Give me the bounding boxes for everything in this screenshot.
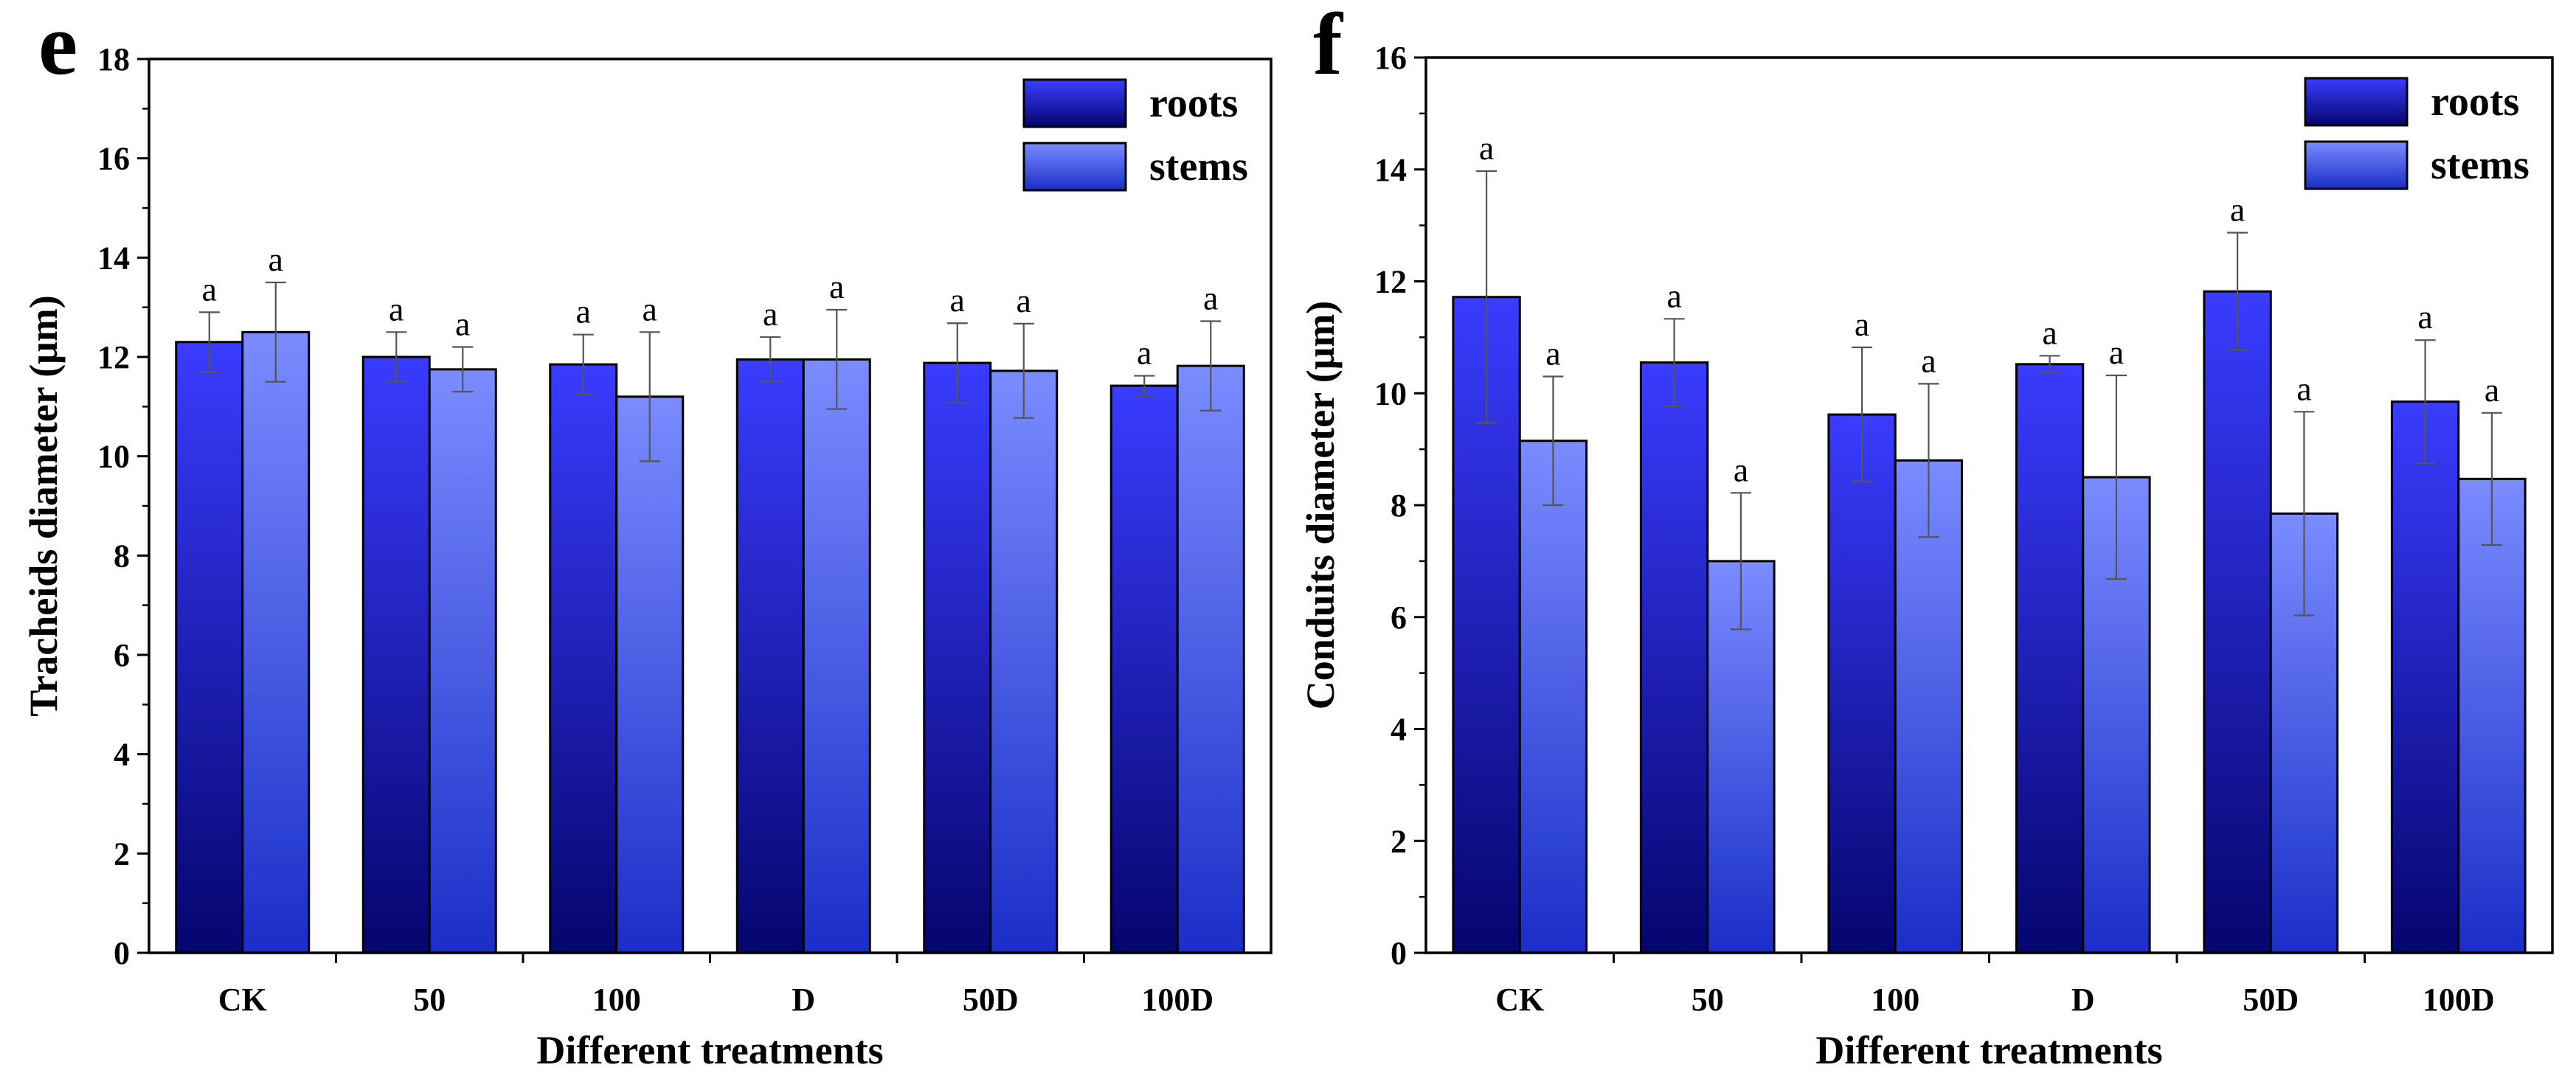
significance-label-roots-50: a [389,290,404,327]
y-tick-label: 0 [1391,935,1407,971]
legend: roots stems [2304,77,2530,190]
x-tick-label: D [2071,982,2095,1018]
x-tick-label: 100D [1141,982,1213,1018]
legend-label-roots: roots [1149,80,1238,126]
significance-label-roots-100D: a [2417,298,2432,336]
bar-roots-50 [1639,361,1709,954]
bar-stems-D [802,358,871,954]
significance-label-stems-CK: a [1545,334,1560,372]
legend-swatch-roots [2304,77,2409,127]
y-tick-label: 8 [1391,487,1407,524]
x-axis-title: Different treatments [536,1028,883,1072]
x-tick-label: 100 [592,982,641,1018]
significance-label-stems-50: a [455,305,470,343]
x-tick-label: D [792,982,815,1018]
panel-label: f [1313,0,1344,93]
legend-swatch-roots [1022,78,1127,128]
x-tick-label: CK [1495,982,1544,1018]
y-tick-label: 16 [97,141,130,177]
significance-label-stems-100D: a [2485,371,2499,409]
bar-roots-100 [1827,413,1897,954]
y-tick-label: 6 [114,637,130,673]
significance-label-stems-D: a [829,268,844,305]
y-tick-label: 16 [1374,40,1407,76]
bar-stems-100D [2457,477,2527,954]
significance-label-roots-100: a [1855,305,1869,343]
significance-label-roots-100D: a [1137,334,1152,372]
bar-stems-100 [615,395,685,954]
x-tick-label: 100 [1871,982,1919,1018]
bar-roots-D [735,358,805,954]
bar-roots-50D [2203,290,2272,954]
significance-label-roots-100: a [576,293,591,330]
significance-label-stems-100D: a [1203,280,1218,317]
bar-roots-100 [549,363,618,954]
bar-stems-50D [989,369,1059,954]
y-tick-label: 12 [1374,264,1407,300]
x-tick-label: 50 [1692,982,1724,1018]
significance-label-roots-50D: a [950,281,965,319]
y-tick-label: 18 [97,41,130,77]
significance-label-roots-50D: a [2230,190,2245,228]
bar-roots-50 [361,355,431,954]
y-tick-label: 14 [97,240,130,276]
significance-label-stems-100: a [1921,341,1936,379]
significance-label-roots-50: a [1666,277,1681,314]
y-tick-label: 4 [114,737,130,773]
legend: roots stems [1022,78,1248,192]
panel-label: e [38,0,77,93]
significance-label-stems-D: a [2109,333,2124,371]
bar-stems-CK [241,330,311,954]
chart-panel-e: a a CK a a 50 a a 100 a a Da a 50D a a 100D 0 2 4 6 8 10 12 14 16… [21,0,1273,1072]
bar-roots-CK [175,341,244,954]
significance-label-roots-CK: a [1479,129,1494,167]
bar-stems-50 [428,368,497,954]
x-tick-label: CK [218,982,267,1018]
bar-roots-100D [2390,400,2460,954]
significance-label-roots-D: a [763,295,778,333]
legend-swatch-stems [1022,142,1127,192]
y-tick-label: 2 [1391,823,1407,859]
significance-label-stems-CK: a [269,240,283,278]
y-tick-label: 6 [1391,600,1407,636]
legend-swatch-stems [2304,140,2409,190]
y-tick-label: 4 [1391,712,1407,748]
legend-label-stems: stems [2431,142,2530,188]
significance-label-stems-50D: a [2296,369,2311,407]
plot-frame [148,58,1273,954]
significance-label-stems-100: a [643,290,657,327]
y-tick-label: 12 [97,339,130,375]
y-tick-label: 8 [114,538,130,574]
significance-label-stems-50D: a [1017,282,1031,319]
x-tick-label: 50 [413,982,446,1018]
chart-panel-f: a a CK a a 50 a a 100 a a Da a 50D a a 100D 0 2 4 6 8 10 12 14 16… [1298,0,2554,1072]
x-axis-title: Different treatments [1815,1028,2162,1072]
bar-stems-100D [1176,364,1245,954]
bar-roots-50D [923,361,992,954]
bar-stems-CK [1518,440,1588,954]
bar-roots-100D [1109,384,1179,954]
x-tick-label: 50D [963,982,1019,1018]
x-tick-label: 100D [2423,982,2495,1018]
significance-label-roots-CK: a [202,270,217,308]
y-tick-label: 2 [114,836,130,872]
y-axis-title: Tracheids diameter (μm) [21,295,66,716]
legend-label-stems: stems [1149,144,1248,190]
plot-frame [1424,56,2554,954]
y-axis-title: Conduits diameter (μm) [1298,301,1343,710]
legend-label-roots: roots [2431,79,2519,125]
y-tick-label: 0 [114,935,130,971]
bar-roots-D [2015,363,2085,954]
y-tick-label: 10 [1374,375,1407,412]
y-tick-label: 10 [97,439,130,475]
significance-label-roots-D: a [2042,313,2057,351]
significance-label-stems-50: a [1734,451,1748,488]
x-tick-label: 50D [2243,982,2299,1018]
y-tick-label: 14 [1374,152,1407,188]
